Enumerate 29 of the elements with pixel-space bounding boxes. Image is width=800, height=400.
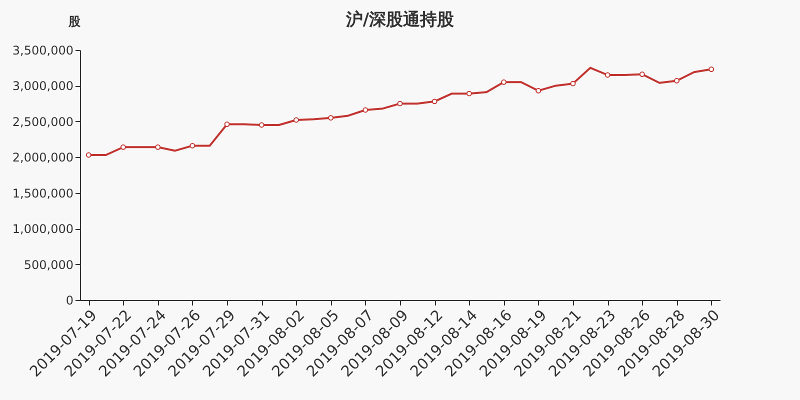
point — [674, 78, 680, 84]
y-tick-label: 1,500,000 — [12, 186, 74, 200]
point — [432, 98, 438, 104]
y-tick-label: 3,500,000 — [12, 44, 74, 58]
point — [258, 122, 264, 128]
y-tick-label: 0 — [66, 294, 74, 308]
y-tick-label: 2,500,000 — [12, 114, 74, 129]
y-axis-title: 股 — [68, 14, 82, 28]
chart-title: 沪/深股通持股 — [344, 10, 456, 30]
y-tick-label: 3,000,000 — [12, 79, 74, 94]
point — [293, 117, 299, 123]
point — [190, 142, 196, 148]
point — [155, 144, 161, 150]
y-tick-label: 2,000,000 — [12, 150, 74, 165]
point — [466, 90, 472, 96]
point — [120, 144, 126, 150]
point — [328, 115, 334, 121]
point — [536, 88, 542, 94]
point — [570, 80, 576, 86]
point — [604, 72, 610, 78]
point — [708, 66, 714, 72]
point — [362, 107, 368, 113]
point — [224, 122, 230, 128]
y-tick-label: 500,000 — [24, 258, 74, 272]
point — [397, 100, 403, 106]
point — [501, 79, 507, 85]
y-tick-label: 1,000,000 — [12, 222, 74, 236]
point — [639, 72, 645, 78]
point — [86, 152, 92, 158]
